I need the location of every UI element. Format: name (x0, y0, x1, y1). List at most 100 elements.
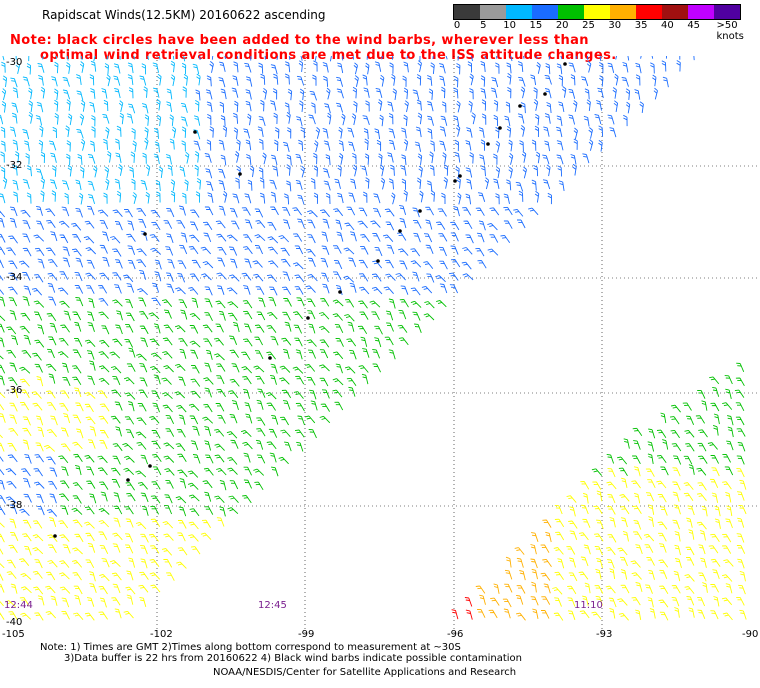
wind-barb (647, 479, 656, 488)
colorbar-swatch (688, 5, 714, 19)
wind-barb (713, 596, 720, 607)
wind-barb (8, 272, 18, 281)
wind-barb (0, 548, 4, 555)
wind-barb (530, 544, 537, 555)
wind-barb (124, 392, 136, 400)
wind-barb (22, 416, 31, 426)
wind-barb (115, 324, 123, 335)
wind-barb (709, 376, 720, 385)
wind-barb (166, 572, 175, 581)
wind-barb (625, 88, 631, 100)
wind-barb (222, 125, 228, 138)
wind-barb (294, 245, 304, 255)
wind-barb (0, 403, 5, 411)
wind-barb (404, 100, 409, 113)
wind-barb (105, 178, 110, 191)
wind-barb (270, 363, 278, 374)
wind-barb (215, 323, 224, 333)
wind-barb (613, 100, 619, 112)
wind-barb (453, 115, 460, 126)
wind-barb (20, 612, 32, 620)
wind-barb (63, 413, 71, 424)
wind-barb (89, 493, 97, 504)
wind-barb (151, 481, 161, 490)
wind-barb (136, 417, 147, 426)
wind-barb (487, 222, 498, 231)
wind-barb (490, 597, 500, 606)
wind-barb (307, 234, 316, 244)
wind-barb (318, 312, 330, 320)
wind-barb (352, 56, 355, 60)
wind-barb (22, 271, 31, 281)
wind-barb (48, 481, 58, 490)
wind-barb (206, 181, 214, 191)
wind-barb (579, 610, 590, 619)
wind-barb (495, 126, 500, 139)
wind-barb (623, 438, 630, 449)
wind-barb (207, 113, 212, 126)
wind-barb (546, 102, 552, 114)
wind-barb (46, 571, 56, 581)
wind-barb (114, 87, 121, 99)
wind-barb (737, 491, 745, 501)
wind-barb (427, 75, 433, 86)
wind-barb (493, 178, 500, 189)
wind-barb (99, 272, 110, 281)
wind-barb (31, 391, 42, 399)
wind-barb (132, 192, 137, 205)
wind-barb (201, 273, 212, 281)
colorbar-tick-label: 40 (661, 20, 674, 31)
wind-barb (202, 324, 213, 333)
wind-barb (570, 74, 576, 86)
wind-barb (647, 441, 655, 452)
wind-barb (348, 386, 356, 397)
wind-barb (61, 466, 69, 477)
wind-barb (22, 129, 30, 140)
wind-barb (469, 73, 474, 86)
wind-barb (228, 495, 239, 504)
wind-barb (236, 165, 241, 178)
wind-barb (48, 336, 57, 346)
colorbar-swatch (610, 5, 636, 19)
wind-barb (203, 467, 214, 476)
wind-barb (137, 288, 148, 296)
wind-barb (279, 365, 291, 373)
wind-barb (118, 164, 123, 176)
wind-barb (478, 220, 486, 231)
wind-barb (685, 546, 695, 556)
contamination-marker (143, 232, 147, 236)
wind-barb (188, 403, 200, 412)
wind-barb (280, 416, 289, 426)
wind-barb (644, 544, 654, 553)
wind-barb (32, 402, 43, 411)
wind-barb (374, 325, 383, 335)
wind-barb (256, 417, 266, 426)
wind-barb (400, 165, 407, 176)
wind-barb (162, 337, 173, 346)
wind-barb (724, 375, 733, 385)
wind-barb (315, 126, 321, 139)
wind-barb (112, 455, 121, 465)
wind-barb (152, 87, 160, 98)
wind-barb (387, 101, 394, 112)
wind-barb (91, 115, 96, 127)
wind-barb (62, 362, 69, 373)
wind-barb (243, 323, 252, 333)
wind-barb (161, 548, 173, 556)
wind-barb (448, 272, 459, 281)
wind-barb (188, 534, 199, 542)
wind-barb (269, 452, 277, 463)
wind-barb (403, 87, 409, 100)
wind-barb (435, 275, 446, 283)
wind-barb (710, 583, 719, 593)
wind-barb (735, 402, 745, 412)
wind-barb (36, 376, 44, 387)
wind-barb (247, 113, 252, 126)
wind-barb (188, 287, 199, 295)
wind-barb (371, 286, 383, 295)
wind-barb (656, 429, 667, 438)
wind-barb (123, 274, 134, 283)
wind-barb (674, 531, 681, 542)
wind-barb (76, 74, 82, 85)
wind-barb (53, 88, 59, 101)
